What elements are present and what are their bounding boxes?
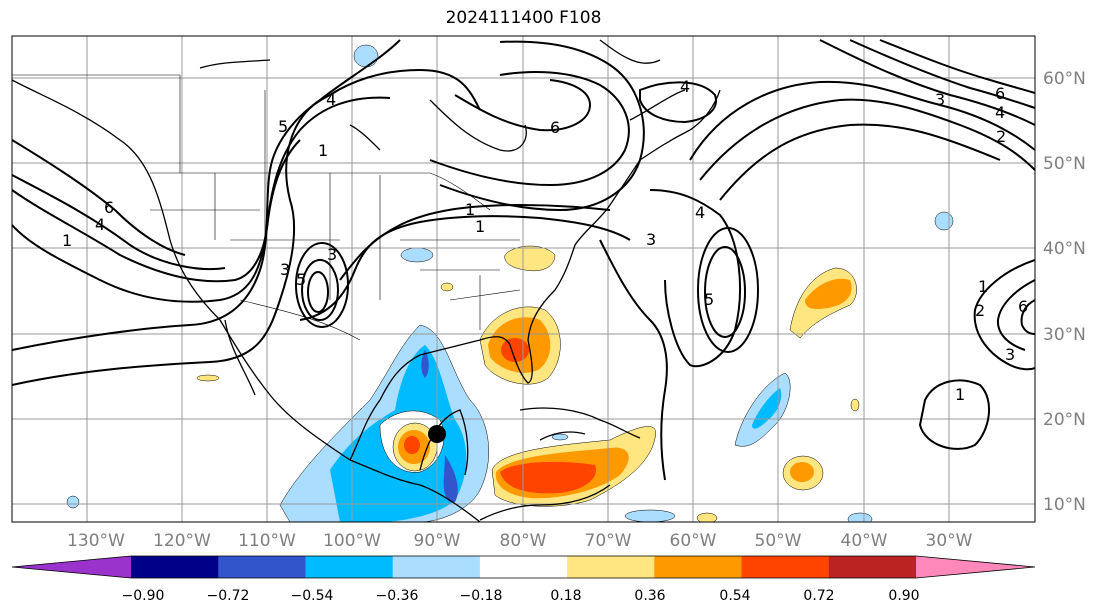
colorbar-tick-label: 0.54 (719, 588, 750, 604)
colorbar-segment (654, 556, 743, 578)
contour-label: 3 (327, 245, 337, 264)
contour-label: 6 (995, 84, 1005, 103)
colorbar-segment (479, 556, 568, 578)
storm-center-marker (428, 425, 446, 443)
longitude-label: 40°W (841, 531, 888, 551)
longitude-label: 80°W (500, 531, 547, 551)
negative-anomaly-strong (443, 455, 458, 503)
latitude-label: 50°N (1043, 154, 1086, 174)
colorbar-segment (916, 556, 1035, 578)
contour-label: 5 (704, 290, 714, 309)
colorbar-tick-label: −0.72 (207, 588, 250, 604)
contour-label: 1 (978, 277, 988, 296)
contour-label: 4 (695, 203, 705, 222)
latitude-label: 60°N (1043, 69, 1086, 89)
latitude-axis: 60°N 50°N 40°N 30°N 20°N 10°N (1043, 69, 1086, 515)
map-border (11, 35, 1036, 523)
colorbar-segment (567, 556, 655, 578)
coastlines (12, 39, 721, 522)
contour-label: 1 (465, 200, 475, 219)
contour-label: 4 (326, 90, 336, 109)
contour-lines (12, 39, 1035, 481)
longitude-label: 120°W (153, 531, 211, 551)
longitude-label: 50°W (755, 531, 802, 551)
longitude-label: 30°W (926, 531, 973, 551)
colorbar-tick-label: −0.18 (460, 588, 503, 604)
contour-label: 6 (1018, 297, 1028, 316)
colorbar (11, 555, 1036, 579)
contour-label: 1 (475, 217, 485, 236)
colorbar-tick-label: −0.54 (291, 588, 334, 604)
contour-label: 2 (975, 301, 985, 320)
colorbar-tick-label: 0.18 (550, 588, 581, 604)
map-title: 2024111400 F108 (445, 8, 602, 28)
contour-label: 3 (646, 230, 656, 249)
colorbar-tick-label: −0.36 (376, 588, 419, 604)
contour-label: 3 (935, 90, 945, 109)
longitude-label: 90°W (414, 531, 461, 551)
longitude-label: 110°W (238, 531, 296, 551)
contour-label: 5 (278, 117, 288, 136)
longitude-label: 130°W (67, 531, 125, 551)
contour-label: 1 (318, 141, 328, 160)
colorbar-segment (12, 556, 131, 578)
contour-label: 1 (955, 385, 965, 404)
latitude-label: 40°N (1043, 239, 1086, 259)
political-borders (12, 74, 521, 341)
contour-label: 4 (680, 77, 690, 96)
latitude-label: 20°N (1043, 410, 1086, 430)
negative-anomaly-strong (421, 350, 429, 378)
longitude-axis: 130°W 120°W 110°W 100°W 90°W 80°W 70°W 6… (67, 531, 973, 551)
contour-label: 1 (62, 231, 72, 250)
longitude-label: 100°W (323, 531, 381, 551)
graticule (12, 36, 1035, 522)
contour-label: 5 (296, 270, 306, 289)
contour-label: 3 (280, 260, 290, 279)
colorbar-tick-label: 0.36 (634, 588, 665, 604)
latitude-label: 10°N (1043, 495, 1086, 515)
colorbar-outline (11, 555, 1036, 579)
colorbar-segment (305, 556, 394, 578)
contour-label: 6 (104, 198, 114, 217)
contour-label: 2 (996, 127, 1006, 146)
contour-label: 4 (95, 215, 105, 234)
colorbar-tick-label: 0.72 (803, 588, 834, 604)
colorbar-segment (741, 556, 830, 578)
latitude-label: 30°N (1043, 325, 1086, 345)
colorbar-ticks: −0.90 −0.72 −0.54 −0.36 −0.18 0.18 0.36 … (122, 588, 920, 604)
longitude-label: 60°W (670, 531, 717, 551)
contour-label: 4 (995, 103, 1005, 122)
longitude-label: 70°W (585, 531, 632, 551)
colorbar-segment (131, 556, 219, 578)
positive-anomaly-region (504, 245, 556, 271)
colorbar-tick-label: 0.90 (888, 588, 919, 604)
colorbar-tick-label: −0.90 (122, 588, 165, 604)
colorbar-segment (828, 556, 917, 578)
contour-label: 3 (1005, 345, 1015, 364)
colorbar-segment (392, 556, 481, 578)
contour-label-group: 1 4 5 6 1 5 3 1 6 4 3 1 5 4 3 6 4 2 1 3 … (62, 77, 1028, 404)
colorbar-segment (218, 556, 306, 578)
negative-anomaly-region (353, 44, 379, 68)
contour-label: 6 (550, 118, 560, 137)
map-panel: 1 4 5 6 1 5 3 1 6 4 3 1 5 4 3 6 4 2 1 3 … (12, 36, 1035, 522)
